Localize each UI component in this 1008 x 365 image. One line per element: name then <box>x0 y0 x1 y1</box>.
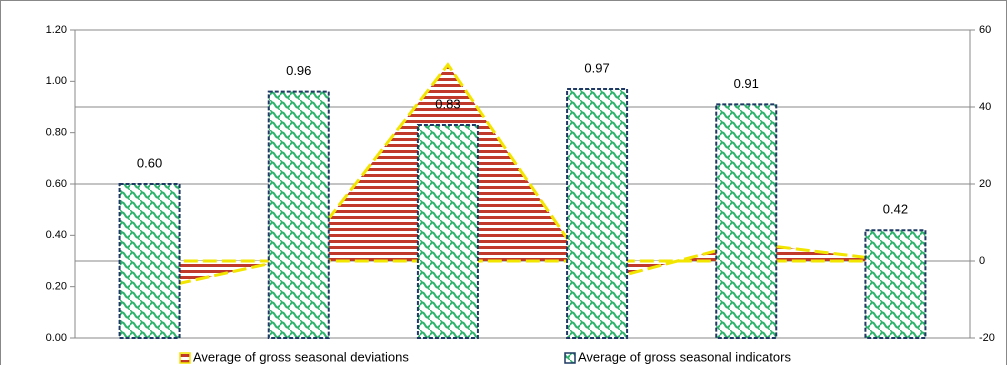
plot-border <box>74 29 971 339</box>
y-tick-label: 0.00 <box>46 332 67 344</box>
data-label: 0.60 <box>137 155 162 170</box>
y2-tick-label: -20 <box>979 332 995 344</box>
y-tick-label: 1.00 <box>46 75 67 87</box>
y-tick-label: 0.80 <box>46 127 67 139</box>
legend-label: Average of gross seasonal deviations <box>193 349 409 364</box>
bar <box>864 229 927 339</box>
data-label: 0.91 <box>734 76 759 91</box>
data-label: 0.42 <box>883 202 908 217</box>
legend-swatch <box>564 352 576 364</box>
bar <box>566 88 629 339</box>
data-label: 0.83 <box>435 96 460 111</box>
legend-swatch <box>179 352 191 364</box>
y-tick-label: 0.60 <box>46 178 67 190</box>
area <box>148 62 896 292</box>
data-label: 0.97 <box>584 60 609 75</box>
legend-label: Average of gross seasonal indicators <box>578 349 791 364</box>
y-tick-label: 0.20 <box>46 281 67 293</box>
bar <box>118 183 181 339</box>
y2-tick-label: 20 <box>979 178 991 190</box>
data-label: 0.96 <box>286 63 311 78</box>
y-tick-label: 1.20 <box>46 24 67 36</box>
y-tick-label: 0.40 <box>46 229 67 241</box>
bar <box>416 123 479 340</box>
bar <box>715 103 778 339</box>
y2-tick-label: 40 <box>979 101 991 113</box>
y2-tick-label: 60 <box>979 24 991 36</box>
bar <box>267 90 330 339</box>
y2-tick-label: 0 <box>979 255 985 267</box>
